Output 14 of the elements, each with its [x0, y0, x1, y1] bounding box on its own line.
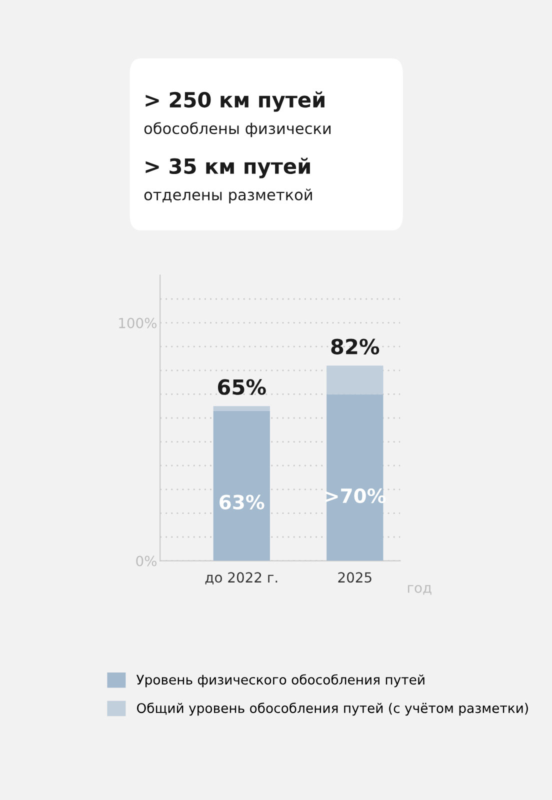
bar [326, 366, 384, 394]
bar [213, 410, 270, 561]
text: обособлены физически [144, 122, 331, 138]
text: > 250 км путей [146, 91, 324, 112]
text: > 35 км путей [146, 158, 310, 178]
total-label: 82% [331, 338, 380, 354]
x-tick-label: до 2022 г. [205, 572, 278, 584]
legend-label: Общий уровень обособления путей (с учётом разметки) [136, 702, 528, 716]
data-label: 63% [220, 494, 264, 510]
total-label: 65% [218, 379, 266, 395]
x-tick-label: 2025 [338, 572, 372, 583]
bar [213, 406, 270, 411]
text: отделены разметкой [144, 188, 312, 204]
legend-label: Уровень физического обособления путей [136, 674, 424, 688]
